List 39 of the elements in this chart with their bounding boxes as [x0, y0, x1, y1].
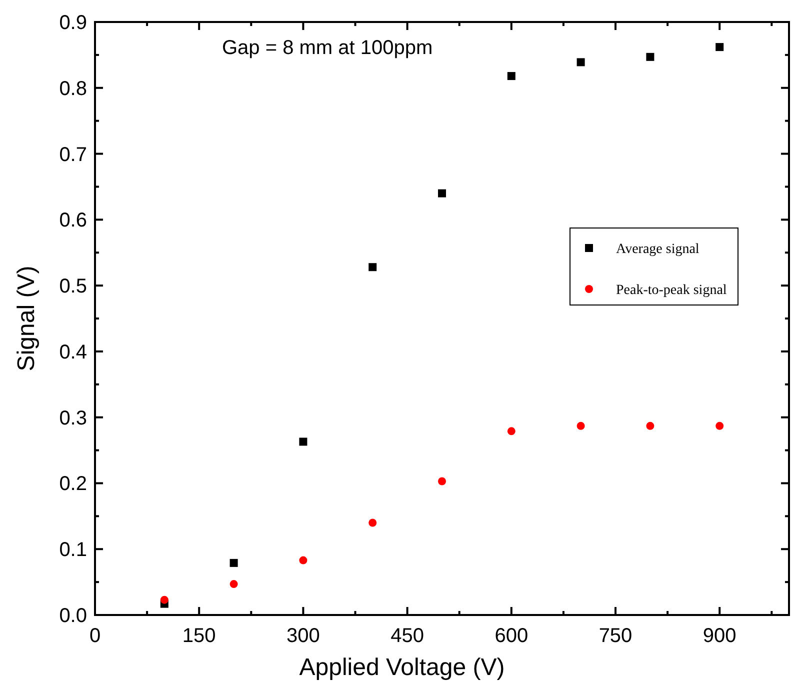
point [368, 263, 377, 272]
y-tick-label: 0.2 [59, 473, 87, 496]
point [438, 189, 446, 198]
x-tick-label: 600 [494, 625, 528, 647]
y-tick-label: 0.4 [59, 341, 87, 364]
point [299, 438, 308, 446]
annotation: Gap = 8 mm at 100ppm [222, 37, 433, 59]
point [299, 556, 308, 564]
y-tick-label: 0.3 [59, 407, 87, 430]
point [646, 52, 654, 61]
point [230, 580, 238, 588]
x-tick-label: 150 [182, 625, 216, 647]
point [368, 518, 377, 527]
point [230, 558, 238, 567]
legend-label: Average signal [616, 242, 700, 257]
point [576, 422, 585, 430]
x-tick-label: 450 [390, 625, 424, 647]
y-tick-label: 0.8 [59, 78, 87, 100]
point [507, 72, 516, 80]
y-tick-label: 0.7 [59, 144, 87, 166]
y-tick-label: 0.1 [59, 539, 87, 562]
point [438, 477, 446, 486]
point [716, 43, 724, 52]
y-tick-label: 0.6 [59, 210, 87, 232]
point [716, 422, 724, 430]
point [646, 422, 654, 430]
x-tick-label: 750 [598, 625, 632, 647]
y-tick-label: 0.5 [59, 276, 87, 298]
y-tick-label: 0.0 [59, 605, 87, 627]
point [507, 427, 516, 436]
point [576, 58, 585, 66]
x-tick-label: 0 [89, 625, 101, 647]
y-axis-title: Signal (V) [13, 266, 40, 372]
x-axis-title: Applied Voltage (V) [299, 654, 505, 681]
point [160, 596, 168, 604]
x-tick-label: 900 [702, 625, 736, 647]
legend-label: Peak-to-peak signal [616, 283, 727, 298]
y-tick-label: 0.9 [59, 12, 87, 34]
x-tick-label: 300 [286, 625, 320, 647]
